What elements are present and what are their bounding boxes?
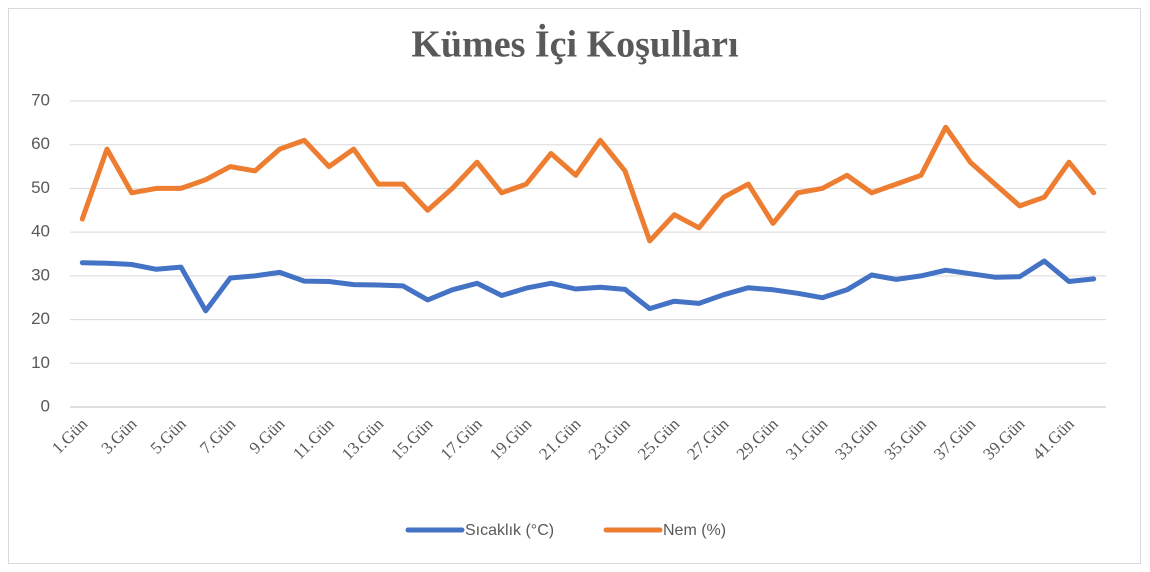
series-line	[79, 124, 1097, 244]
legend-label: Sıcaklık (°C)	[465, 522, 554, 539]
y-tick-label: 30	[31, 265, 50, 284]
y-tick-label: 0	[41, 396, 50, 415]
series-line	[79, 258, 1097, 314]
legend-label: Nem (%)	[663, 522, 726, 539]
y-tick-label: 70	[31, 90, 50, 109]
y-tick-label: 20	[31, 309, 50, 328]
y-tick-label: 50	[31, 178, 50, 197]
y-tick-label: 10	[31, 353, 50, 372]
y-tick-label: 40	[31, 222, 50, 241]
chart-title: Kümes İçi Koşulları	[411, 24, 738, 66]
chart-border	[8, 8, 1141, 564]
y-tick-label: 60	[31, 134, 50, 153]
